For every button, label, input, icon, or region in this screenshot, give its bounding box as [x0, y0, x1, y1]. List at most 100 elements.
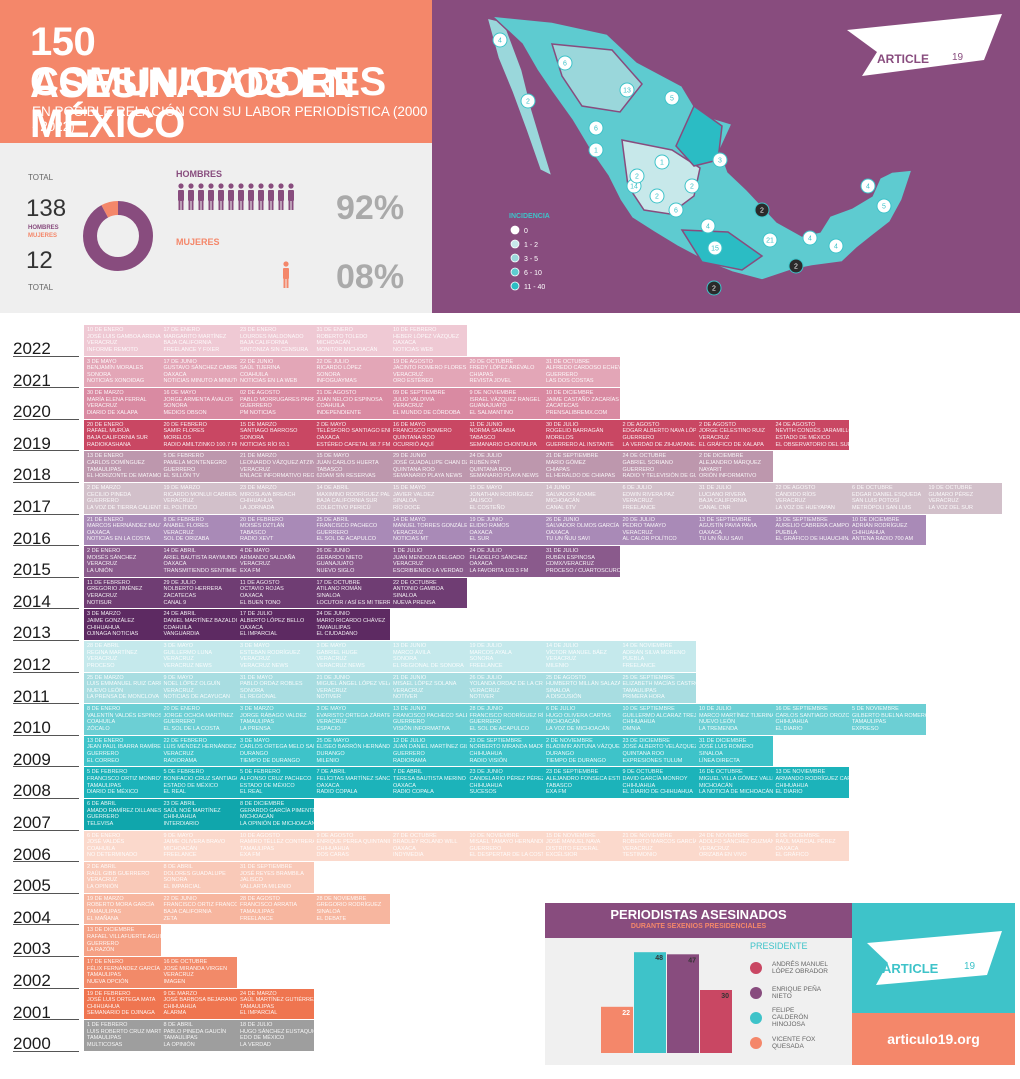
victim-media: NOTICIAS XONOIDAG — [87, 378, 145, 385]
victim-date: 10 DE SEPTIEMBRE — [622, 706, 675, 713]
victim-media: RADIORAMA — [393, 757, 427, 764]
victim-entry: 26 DE JUNIO SALVADOR OLMOS GARCÍA OAXACA TU… — [543, 514, 620, 546]
victim-name: ROBERTO MORA GARCÍA — [87, 902, 155, 909]
victim-media: EL REGIONAL — [240, 694, 277, 701]
victim-name: VÍCTOR MANUEL BÁEZ — [546, 649, 607, 656]
victim-media: LA VERDAD — [240, 1041, 271, 1048]
victim-entry: 16 DE OCTUBRE MIGUEL VILLA GÓMEZ VALLE MIC… — [696, 767, 773, 798]
victim-media: EL SOL DE ACAPULCO — [469, 725, 530, 732]
year-label: 2010 — [13, 718, 51, 738]
men-pct: 92% — [336, 189, 405, 227]
victim-date: 3 DE MARZO — [87, 611, 121, 618]
website-link[interactable]: articulo19.org — [852, 1013, 1015, 1065]
victim-name: RAÚL GIBB GUERRERO — [87, 870, 150, 877]
victim-media: EL MUNDO DE CÓRDOBA — [393, 409, 461, 416]
victim-name: LEONARDO VÁZQUEZ ATZIN — [240, 459, 314, 466]
victim-media: SINTONIZA SIN CENSURA — [240, 346, 309, 353]
victim-media: CANAL CNR — [699, 504, 731, 511]
map-marker-label: 2 — [655, 194, 659, 201]
victim-media: RADIOKASHANA — [87, 441, 131, 448]
victim-date: 25 DE AGOSTO — [546, 674, 586, 681]
map-marker-label: 2 — [712, 286, 716, 293]
victim-name: ALEJANDRO MÁRQUEZ — [699, 459, 762, 466]
victim-media: ZETA — [163, 915, 178, 922]
victim-date: 10 DE AGOSTO — [240, 832, 280, 839]
year-divider — [13, 861, 79, 863]
map-marker — [707, 240, 723, 256]
year-divider — [13, 418, 79, 420]
map-marker — [557, 55, 573, 71]
victim-entry: 9 DE NOVIEMBRE ISRAEL VÁZQUEZ RANGEL GUANA… — [466, 388, 543, 419]
legend-title: INCIDENCIA — [509, 213, 550, 220]
map-marker-label: 1 — [594, 148, 598, 155]
victim-date: 31 DE JULIO — [699, 485, 732, 491]
victim-media: EXPRESO — [852, 725, 879, 732]
victim-date: 21 DE NOVIEMBRE — [622, 832, 673, 839]
victim-date: 31 DE ENERO — [316, 327, 353, 333]
victim-media: MEDIOS OBSON — [163, 409, 207, 416]
legend-swatch — [510, 267, 520, 277]
victim-entry: 14 JUNIO SALVADOR ADAME MICHOACÁN CANAL 6TV — [543, 483, 620, 514]
victim-date: 9 DE MAYO — [163, 674, 194, 681]
victim-media: LA VOZ DE MICHOACÁN — [546, 725, 610, 732]
victim-state: SONORA — [87, 371, 111, 378]
victim-name: JAIME OLIVERA BRAVO — [163, 839, 226, 846]
victim-state: JALISCO — [469, 498, 493, 505]
victim-date: 5 DE FEBRERO — [163, 769, 204, 776]
victim-date: 23 DE SEPTIEMBRE — [469, 737, 522, 744]
victim-date: 8 DE FEBRERO — [163, 516, 204, 523]
victim-entry: 9 DE MARZO JOSÉ BARBOSA BEJARANO CHIHUAHUA… — [160, 988, 237, 1020]
victim-media: TU UN ÑUU SAVI — [546, 536, 590, 543]
victim-name: CARLOS DOMÍNGUEZ — [87, 459, 145, 466]
victim-state: CHIHUAHUA — [775, 782, 809, 789]
donut-men-segment — [83, 201, 153, 271]
victim-date: 11 DE JUNIO — [469, 421, 503, 428]
victim-entry: 13 DE ENERO JEAN PAUL IBARRA RAMÍREZ GUERR… — [84, 735, 161, 767]
victim-entry: 21 DE NOVIEMBRE ROBERTO MARCOS GARCÍA VERA… — [619, 830, 696, 862]
map-marker — [668, 202, 684, 218]
victim-entry: 18 DE JULIO HUGO SÁNCHEZ EUSTAQUIO EDO DE … — [237, 1020, 314, 1051]
victim-name: FELÍCITAS MARTÍNEZ SÁNCHEZ — [316, 775, 391, 782]
victim-media: TESTIMONIO — [622, 852, 657, 859]
victim-entry: 10 DE DICIEMBRE ADRIÁN RODRÍGUEZ CHIHUAHUA… — [849, 514, 926, 546]
victim-state: MICHOACÁN — [546, 498, 580, 505]
east-states-shape — [675, 104, 723, 167]
victim-entry: 10 DE NOVIEMBRE MISAEL TAMAYO HERNÁNDEZ GU… — [466, 830, 543, 862]
victim-state: GUERRERO — [163, 719, 196, 726]
victim-state: GUERRERO — [622, 466, 655, 473]
victim-name: ANTONIO GAMBOA — [393, 586, 444, 593]
victim-name: MARIO RICARDO CHÁVEZ — [316, 617, 386, 624]
victim-name: JONATHAN RODRÍGUEZ — [469, 491, 534, 498]
victim-entry: 31 DE MAYO PABLO ORDAZ ROBLES SONORA EL REG… — [237, 672, 314, 704]
victim-state: VERACRUZ — [87, 561, 118, 568]
victim-date: 17 DE JUNIO — [163, 358, 197, 365]
brand-name: ARTICLE — [882, 961, 939, 976]
victim-name: LUIS MÉNDEZ HERNÁNDEZ — [163, 744, 237, 751]
victim-entry: 29 DE JULIO NOLBERTO HERRERA ZACATECAS CANA… — [160, 577, 237, 609]
brand-box: ARTICLE 19 articulo19.org — [852, 903, 1015, 1065]
victim-name: ARMANDO RODRÍGUEZ CARREÓN — [775, 775, 850, 782]
victim-media: LA PRENSA — [240, 725, 271, 732]
victim-date: 14 DE NOVIEMBRE — [622, 643, 673, 649]
victim-date: 13 DE DICIEMBRE — [87, 927, 135, 934]
victim-state: ESTADO DE MÉXICO — [163, 782, 219, 789]
victim-media: CANAL 9 — [163, 599, 187, 606]
victim-entry: 21 DE SEPTIEMBRE MARIO GÓMEZ CHIAPAS EL HER… — [543, 451, 620, 482]
year-label: 2021 — [13, 370, 51, 390]
victim-state: SINALOA — [393, 498, 417, 505]
victim-name: JUAN DANIEL MARTÍNEZ GIL — [393, 744, 467, 751]
victim-entry: 14 DE ABRIL ARIEL BAUTISTA RAYMUNDO OAXACA… — [160, 546, 237, 577]
victim-date: 2 DE MARZO — [87, 485, 121, 491]
brand-num: 19 — [964, 961, 976, 972]
victim-entry: 8 DE FEBRERO ANABEL FLORES VERACRUZ SOL DE … — [160, 514, 237, 546]
victim-media: ORIZABA EN VIVO — [699, 852, 747, 859]
victim-date: 16 DE OCTUBRE — [699, 769, 743, 776]
victim-media: INTERDIARIO — [163, 820, 199, 827]
victim-name: JUAN CARLOS HUERTA — [316, 459, 379, 466]
victim-entry: 28 DE AGOSTO FRANCISCO ARRATIA TAMAULIPAS F… — [237, 893, 314, 925]
victim-state: CHIHUAHUA — [87, 624, 120, 631]
